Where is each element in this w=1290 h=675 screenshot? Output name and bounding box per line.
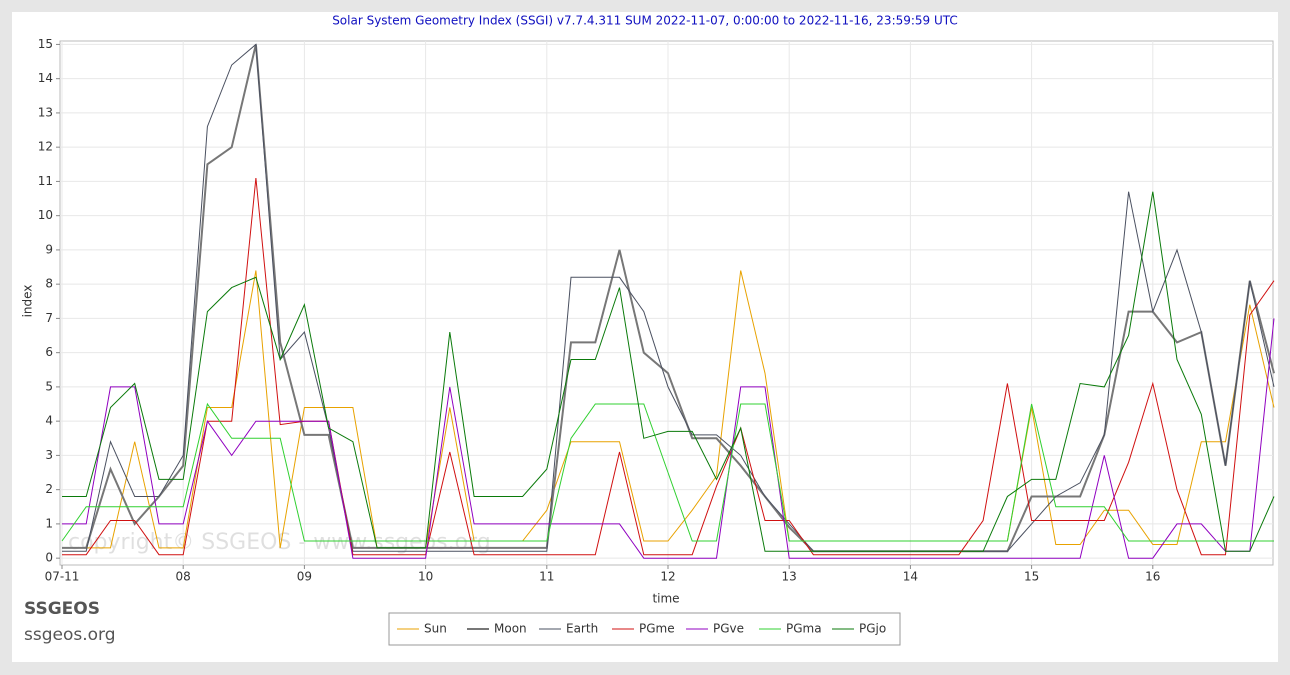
- y-tick-label: 1: [45, 516, 53, 530]
- y-tick-label: 4: [45, 414, 53, 428]
- series-line: [62, 191, 1275, 552]
- chart-title: Solar System Geometry Index (SSGI) v7.7.…: [332, 14, 958, 28]
- brand: SSGEOS: [24, 599, 100, 619]
- x-tick-label: 09: [297, 570, 312, 584]
- x-tick-label: 07-11: [45, 570, 80, 584]
- y-tick-label: 2: [45, 482, 53, 496]
- y-tick-label: 11: [38, 174, 53, 188]
- y-tick-label: 12: [38, 140, 53, 154]
- y-tick-label: 10: [38, 208, 53, 222]
- y-tick-label: 3: [45, 448, 53, 462]
- y-axis-label: index: [21, 285, 35, 318]
- x-tick-label: 16: [1145, 570, 1160, 584]
- x-tick-label: 12: [660, 570, 675, 584]
- x-axis-label: time: [652, 592, 679, 606]
- legend-label: Earth: [566, 622, 598, 636]
- brand-url: ssgeos.org: [24, 625, 116, 645]
- plot-area: [59, 40, 1274, 566]
- y-tick-label: 0: [45, 551, 53, 565]
- y-tick-label: 15: [38, 37, 53, 51]
- x-tick-label: 10: [418, 570, 433, 584]
- series-line: [62, 270, 1275, 549]
- series-line: [62, 318, 1275, 559]
- legend-label: PGve: [713, 622, 744, 636]
- y-tick-label: 6: [45, 345, 53, 359]
- y-tick-label: 9: [45, 242, 53, 256]
- y-tick-label: 5: [45, 379, 53, 393]
- series-line: [62, 177, 1275, 556]
- series-line: [61, 402, 1274, 542]
- legend-label: Sun: [424, 622, 447, 636]
- y-tick-label: 13: [38, 105, 53, 119]
- x-tick-label: 15: [1024, 570, 1039, 584]
- legend-label: PGme: [639, 622, 675, 636]
- legend-label: Moon: [494, 622, 527, 636]
- series-line: [62, 43, 1275, 552]
- legend-label: PGjo: [859, 622, 886, 636]
- x-tick-label: 14: [903, 570, 918, 584]
- y-tick-label: 8: [45, 277, 53, 291]
- y-tick-label: 14: [38, 71, 53, 85]
- legend-label: PGma: [786, 622, 822, 636]
- x-tick-label: 08: [176, 570, 191, 584]
- x-tick-label: 13: [782, 570, 797, 584]
- y-tick-label: 7: [45, 311, 53, 325]
- x-tick-label: 11: [539, 570, 554, 584]
